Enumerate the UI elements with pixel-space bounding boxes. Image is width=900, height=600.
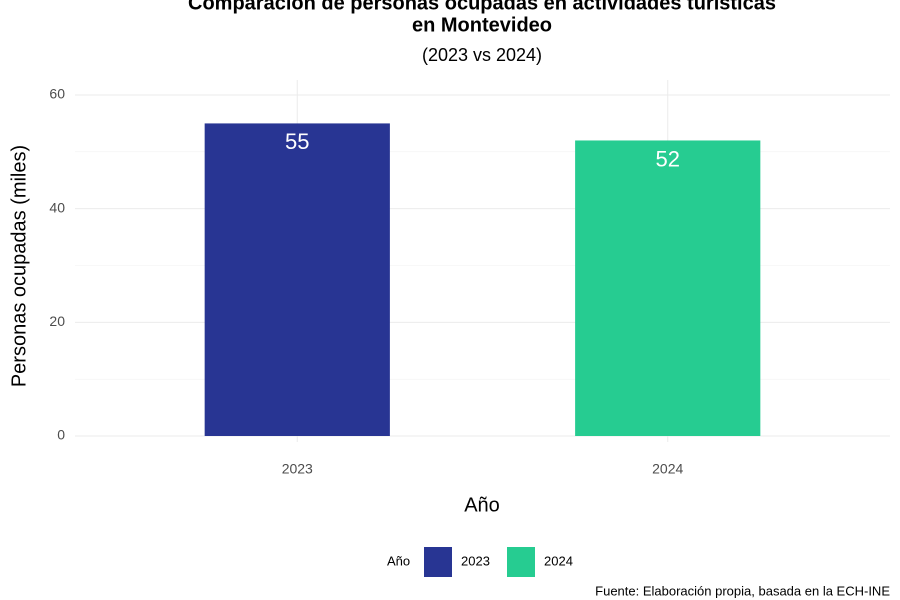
- y-axis-title: Personas ocupadas (miles): [8, 145, 30, 387]
- x-tick-label: 2023: [282, 461, 313, 477]
- grid: [75, 80, 890, 442]
- x-axis-title: Año: [464, 494, 500, 516]
- value-label: 55: [285, 129, 309, 154]
- caption: Fuente: Elaboración propia, basada en la…: [595, 583, 890, 598]
- y-tick-label: 40: [49, 199, 65, 215]
- value-label: 52: [655, 146, 679, 171]
- y-tick-label: 60: [49, 86, 65, 102]
- legend-swatch: [507, 547, 535, 577]
- y-tick-label: 0: [57, 427, 65, 443]
- legend-swatch: [424, 547, 452, 577]
- x-tick-label: 2024: [652, 461, 683, 477]
- y-tick-label: 20: [49, 313, 65, 329]
- marks: 55 52: [204, 123, 761, 437]
- legend-title: Año: [387, 553, 410, 568]
- bar: [575, 140, 761, 436]
- chart-title: Comparación de personas ocupadas en acti…: [188, 0, 776, 14]
- chart-subtitle: (2023 vs 2024): [422, 45, 542, 65]
- chart-title: en Montevideo: [412, 14, 552, 36]
- legend-label: 2024: [544, 553, 573, 568]
- legend-label: 2023: [461, 553, 490, 568]
- bar: [204, 123, 390, 437]
